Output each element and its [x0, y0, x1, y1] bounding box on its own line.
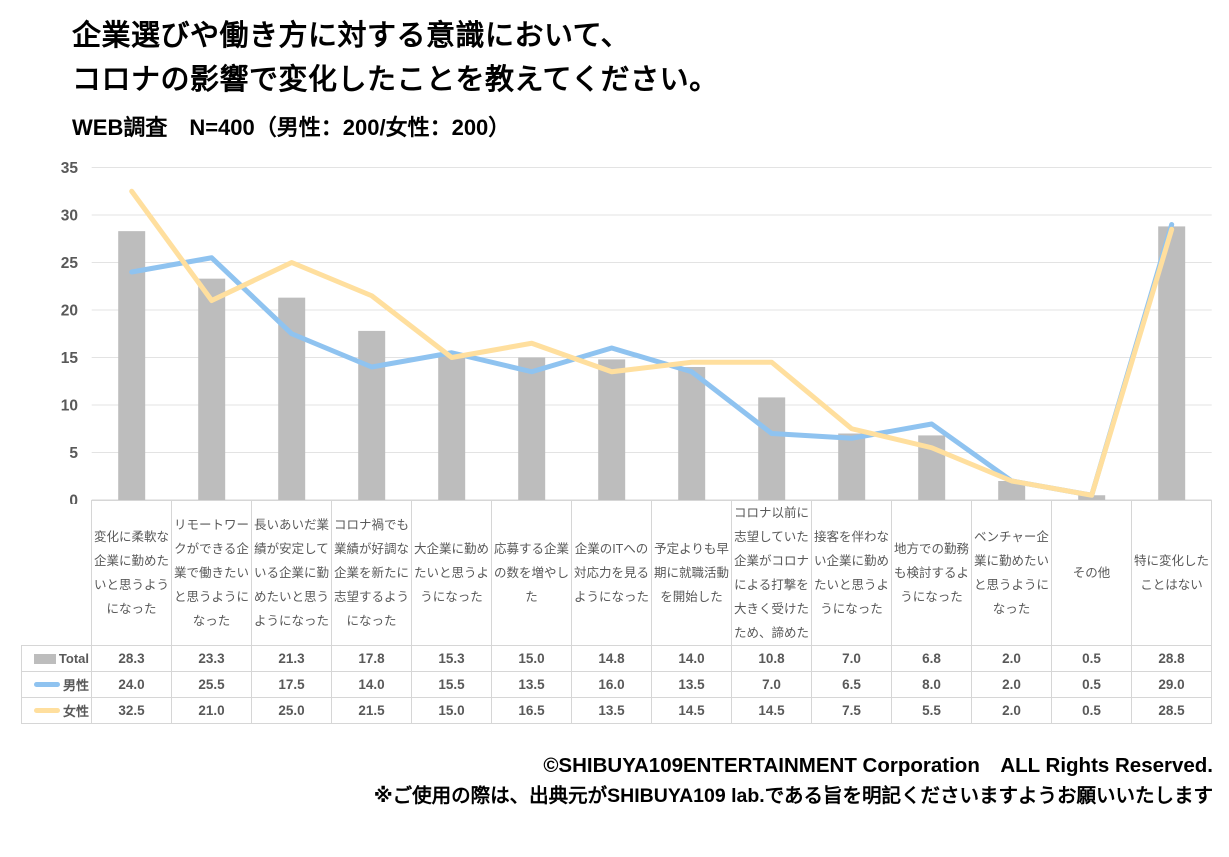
line-swatch-icon	[33, 682, 60, 687]
legend-cell-female: 女性	[21, 697, 92, 724]
table-corner-empty	[22, 501, 92, 646]
category-label: 地方での勤務も検討するようになった	[891, 500, 972, 646]
total-bar	[518, 357, 546, 500]
value-cell: 15.0	[491, 645, 572, 672]
chart-title-line1: 企業選びや働き方に対する意識において、	[72, 20, 631, 52]
y-axis-tick-label: 30	[61, 208, 78, 225]
survey-subtitle: WEB調査 N=400（男性：200/女性：200）	[72, 115, 511, 140]
chart-title: 企業選びや働き方に対する意識において、 コロナの影響で変化したことを教えてくださ…	[72, 14, 719, 102]
value-cell: 6.8	[891, 645, 972, 672]
value-cell: 23.3	[171, 645, 252, 672]
value-cell: 7.5	[811, 697, 892, 724]
chart-title-line2: コロナの影響で変化したことを教えてください。	[72, 64, 719, 96]
y-axis-tick-label: 20	[61, 303, 78, 320]
category-label: リモートワークができる企業で働きたいと思うようになった	[171, 500, 252, 646]
total-bar	[1158, 226, 1186, 500]
legend-label: 女性	[62, 704, 89, 719]
category-label: コロナ禍でも業績が好調な企業を新たに志望するようになった	[331, 500, 412, 646]
data-table: 変化に柔軟な企業に勤めたいと思うようになった リモートワークができる企業で働きたい…	[21, 500, 1212, 724]
total-bar	[678, 367, 706, 500]
value-cell: 7.0	[811, 645, 892, 672]
bar-line-chart: 0 5 10 15 20 25 30 35	[61, 160, 1212, 505]
value-cell: 21.0	[171, 697, 252, 724]
value-cell: 21.5	[331, 697, 412, 724]
copyright-text: ©SHIBUYA109ENTERTAINMENT Corporation ALL…	[543, 754, 1213, 777]
total-bar	[118, 231, 146, 500]
value-cell: 13.5	[491, 671, 572, 698]
value-cell: 28.8	[1131, 645, 1212, 672]
total-bar	[998, 481, 1026, 500]
value-cell: 15.0	[411, 697, 492, 724]
category-label: 企業のITへの対応力を見るようになった	[571, 500, 652, 646]
legend-cell-total: Total	[21, 645, 92, 672]
value-cell: 15.3	[411, 645, 492, 672]
y-axis-tick-label: 0	[69, 493, 78, 505]
female-line	[129, 188, 1175, 498]
legend-label: 男性	[62, 678, 89, 693]
value-cell: 25.5	[171, 671, 252, 698]
value-cell: 16.0	[571, 671, 652, 698]
value-cell: 13.5	[651, 671, 732, 698]
value-cell: 24.0	[91, 671, 172, 698]
category-label: その他	[1051, 500, 1132, 646]
bar-swatch-icon	[33, 653, 56, 664]
line-swatch-icon	[33, 708, 60, 713]
footer: ©SHIBUYA109ENTERTAINMENT Corporation ALL…	[374, 750, 1213, 812]
value-cell: 0.5	[1051, 645, 1132, 672]
total-bar	[358, 330, 386, 500]
category-label: ベンチャー企業に勤めたいと思うようになった	[971, 500, 1052, 646]
total-bar	[838, 433, 866, 500]
y-axis-tick-label: 5	[69, 445, 78, 462]
value-cell: 2.0	[971, 697, 1052, 724]
value-cell: 10.8	[731, 645, 812, 672]
value-cell: 21.3	[251, 645, 332, 672]
value-cell: 7.0	[731, 671, 812, 698]
male-line	[129, 222, 1175, 498]
value-cell: 2.0	[971, 671, 1052, 698]
value-cell: 5.5	[891, 697, 972, 724]
value-cell: 0.5	[1051, 697, 1132, 724]
value-cell: 25.0	[251, 697, 332, 724]
category-label: 予定よりも早期に就職活動を開始した	[651, 500, 732, 646]
value-cell: 0.5	[1051, 671, 1132, 698]
total-bar	[198, 278, 226, 500]
total-bar	[598, 359, 626, 500]
value-cell: 16.5	[491, 697, 572, 724]
category-label: 長いあいだ業績が安定している企業に勤めたいと思うようになった	[251, 500, 332, 646]
category-label: 大企業に勤めたいと思うようになった	[411, 500, 492, 646]
category-label: 接客を伴わない企業に勤めたいと思うようになった	[811, 500, 892, 646]
value-cell: 14.0	[331, 671, 412, 698]
y-axis-tick-label: 15	[61, 350, 79, 367]
value-cell: 14.8	[571, 645, 652, 672]
value-cell: 32.5	[91, 697, 172, 724]
value-cell: 14.0	[651, 645, 732, 672]
value-cell: 14.5	[651, 697, 732, 724]
value-cell: 28.5	[1131, 697, 1212, 724]
total-bar	[758, 397, 786, 500]
y-axis-tick-label: 10	[61, 398, 78, 415]
category-label: 変化に柔軟な企業に勤めたいと思うようになった	[91, 500, 172, 646]
value-cell: 13.5	[571, 697, 652, 724]
y-axis-tick-label: 25	[61, 255, 79, 272]
category-label: 応募する企業の数を増やした	[491, 500, 572, 646]
value-cell: 15.5	[411, 671, 492, 698]
category-label: 特に変化したことはない	[1131, 500, 1212, 646]
attribution-note: ※ご使用の際は、出典元がSHIBUYA109 lab.である旨を明記くださいます…	[373, 785, 1213, 807]
value-cell: 17.8	[331, 645, 412, 672]
value-cell: 17.5	[251, 671, 332, 698]
category-label: コロナ以前に志望していた企業がコロナによる打撃を大きく受けたため、諦めた	[731, 500, 812, 646]
value-cell: 8.0	[891, 671, 972, 698]
value-cell: 28.3	[91, 645, 172, 672]
legend-label: Total	[58, 651, 89, 666]
legend-cell-male: 男性	[21, 671, 92, 698]
value-cell: 6.5	[811, 671, 892, 698]
y-axis-tick-label: 35	[61, 160, 79, 177]
value-cell: 29.0	[1131, 671, 1212, 698]
total-bar	[438, 354, 466, 500]
value-cell: 14.5	[731, 697, 812, 724]
value-cell: 2.0	[971, 645, 1052, 672]
